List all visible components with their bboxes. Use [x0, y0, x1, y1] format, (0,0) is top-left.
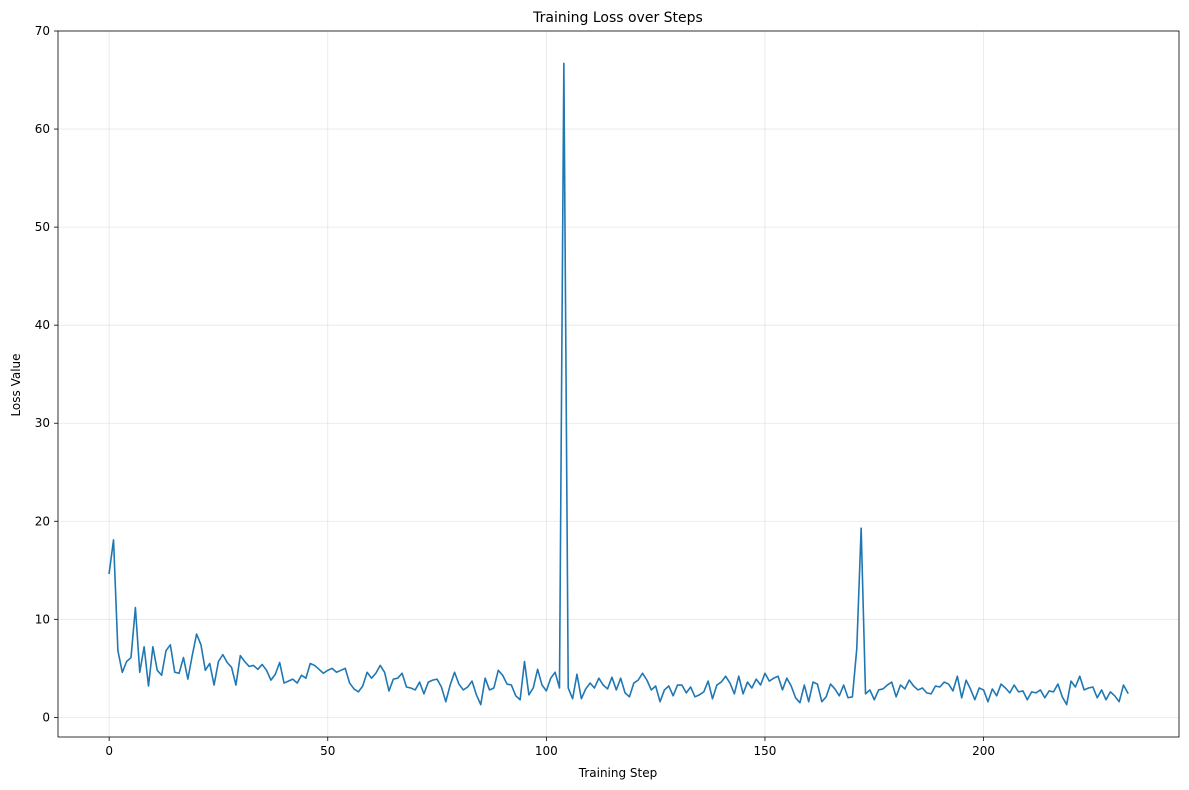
x-tick-label: 200	[972, 744, 995, 758]
x-tick-label: 50	[320, 744, 335, 758]
y-tick-label: 50	[35, 220, 50, 234]
y-tick-label: 40	[35, 318, 50, 332]
y-tick-label: 10	[35, 612, 50, 626]
y-axis-label: Loss Value	[9, 353, 23, 416]
x-tick-label: 150	[754, 744, 777, 758]
series-layer	[108, 62, 1129, 706]
y-tick-label: 70	[35, 24, 50, 38]
x-axis: 0 50 100 150 200	[105, 737, 995, 758]
loss-series-line	[108, 62, 1129, 706]
x-tick-label: 100	[535, 744, 558, 758]
y-tick-label: 0	[42, 710, 50, 724]
y-tick-label: 30	[35, 416, 50, 430]
x-axis-label: Training Step	[578, 766, 658, 780]
x-tick-label: 0	[105, 744, 113, 758]
plot-frame	[57, 30, 1180, 738]
y-axis: 0 10 20 30 40 50 60 70	[35, 24, 58, 724]
y-tick-label: 60	[35, 122, 50, 136]
y-tick-label: 20	[35, 514, 50, 528]
chart-title: Training Loss over Steps	[532, 10, 703, 26]
